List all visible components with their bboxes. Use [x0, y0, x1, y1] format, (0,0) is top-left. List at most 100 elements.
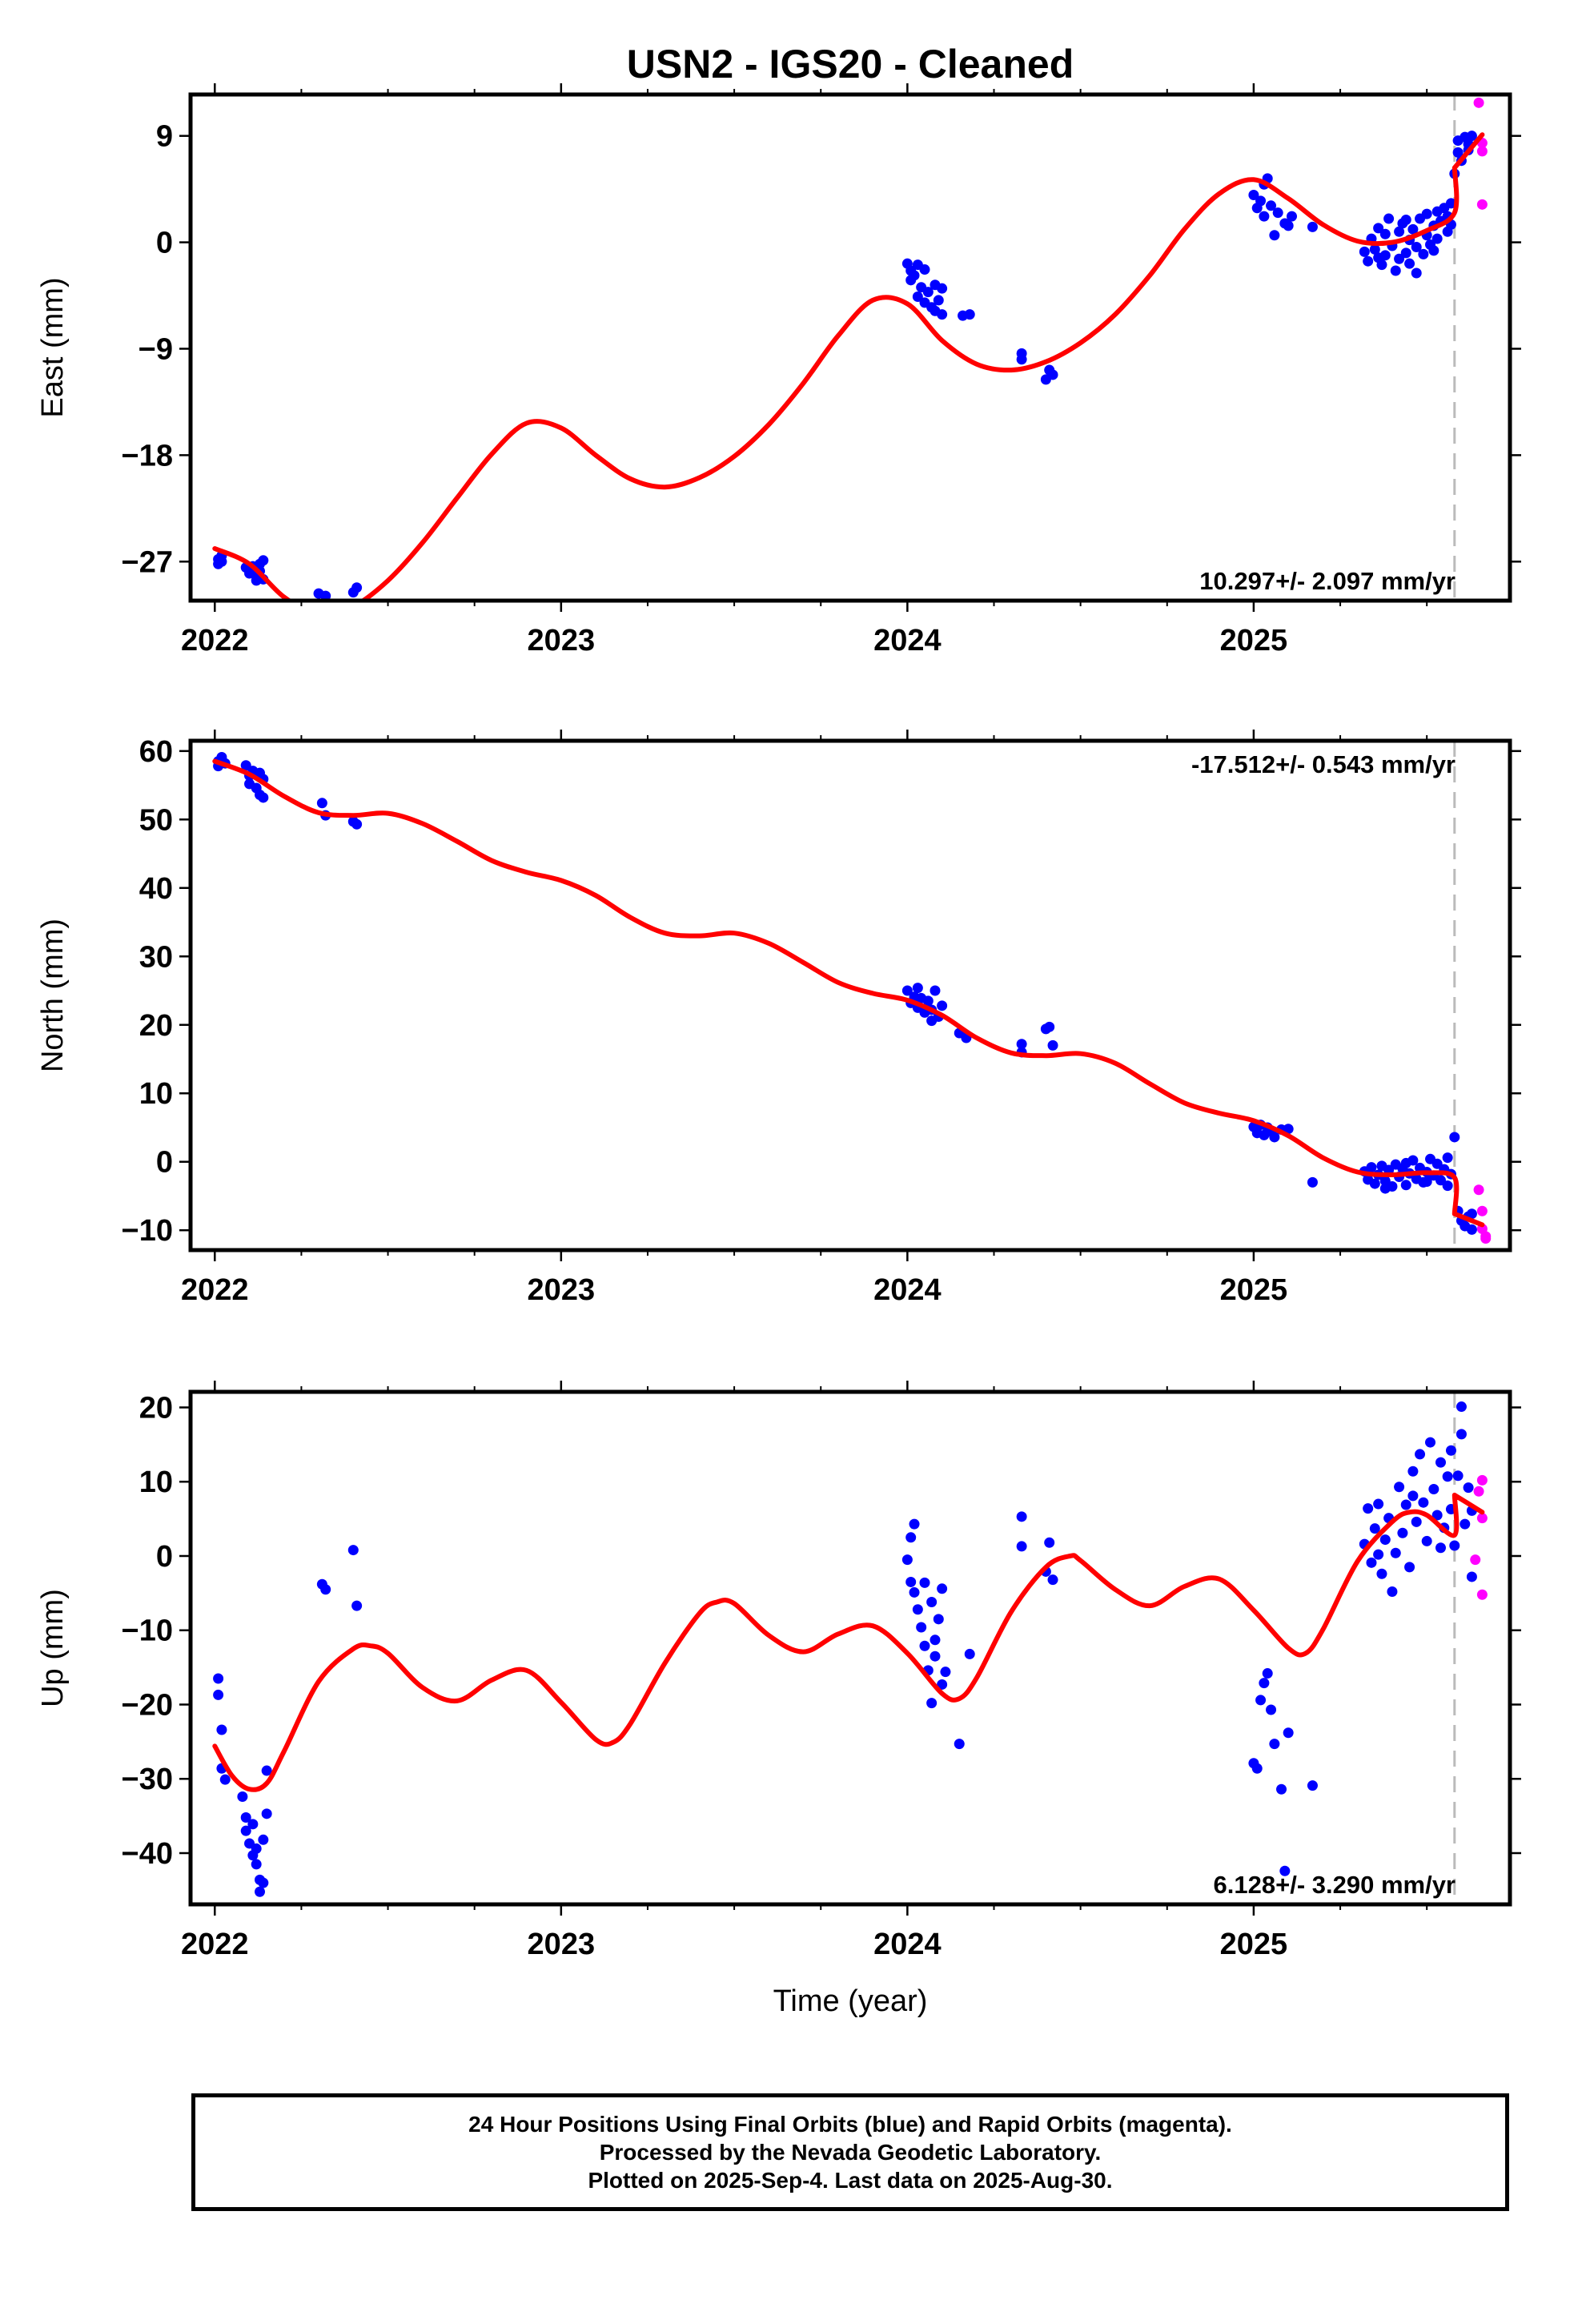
north-final-orbit-point: [1283, 1124, 1294, 1135]
up-x-tick-label: 2023: [528, 1928, 596, 1961]
east-final-orbit-point: [1394, 253, 1405, 264]
up-final-orbit-point: [919, 1577, 930, 1588]
north-model-curve: [212, 758, 1485, 1228]
east-final-orbit-point: [1394, 226, 1405, 237]
north-rate-label: -17.512+/- 0.543 mm/yr: [1191, 750, 1456, 778]
up-final-orbit-point: [905, 1532, 917, 1543]
up-final-orbit-point: [933, 1614, 944, 1625]
up-final-orbit-point: [1442, 1471, 1453, 1482]
up-final-orbit-point: [1373, 1549, 1384, 1560]
up-plot-area: [212, 1392, 1488, 1904]
east-final-orbit-point: [1016, 354, 1027, 365]
north-rapid-orbit-point: [1480, 1232, 1492, 1244]
east-final-orbit-point: [933, 295, 944, 306]
north-final-orbit-point: [1044, 1021, 1055, 1032]
up-final-orbit-point: [1379, 1534, 1391, 1546]
up-final-orbit-point: [940, 1667, 951, 1678]
north-final-orbit-point: [922, 995, 934, 1007]
north-final-orbit-point: [1400, 1180, 1411, 1191]
up-final-orbit-point: [213, 1673, 224, 1684]
east-final-orbit-point: [1373, 223, 1384, 234]
east-rapid-orbit-point: [1476, 146, 1488, 157]
east-final-orbit-point: [1431, 233, 1443, 244]
up-final-orbit-point: [1276, 1783, 1287, 1795]
up-final-orbit-point: [247, 1819, 259, 1830]
north-plot-area: [212, 741, 1492, 1250]
up-final-orbit-point: [1044, 1537, 1055, 1548]
up-final-orbit-point: [351, 1600, 363, 1611]
up-x-tick-label: 2022: [181, 1928, 249, 1961]
up-final-orbit-point: [919, 1640, 930, 1651]
up-y-tick-label: −40: [122, 1837, 173, 1871]
up-final-orbit-point: [1373, 1498, 1384, 1510]
east-final-orbit-point: [912, 292, 923, 303]
up-final-orbit-point: [258, 1834, 269, 1845]
north-x-tick-label: 2023: [528, 1273, 596, 1307]
east-final-orbit-point: [1445, 198, 1456, 209]
up-final-orbit-point: [1411, 1516, 1422, 1527]
up-final-orbit-point: [261, 1808, 272, 1819]
up-final-orbit-point: [1366, 1557, 1377, 1568]
up-final-orbit-point: [926, 1596, 938, 1607]
north-y-tick-label: 40: [139, 872, 173, 906]
east-rate-label: 10.297+/- 2.097 mm/yr: [1199, 567, 1456, 595]
up-x-tick-label: 2025: [1220, 1928, 1288, 1961]
north-x-tick-label: 2024: [873, 1273, 942, 1307]
north-final-orbit-point: [901, 985, 913, 996]
north-y-tick-label: 10: [139, 1077, 173, 1111]
east-final-orbit-point: [320, 590, 331, 601]
up-final-orbit-point: [347, 1545, 359, 1556]
east-final-orbit-point: [1259, 211, 1270, 222]
east-y-axis-label: East (mm): [36, 277, 70, 417]
up-final-orbit-point: [1266, 1704, 1277, 1715]
up-panel: 2022 2023 2024 2025 −40 −30 −20 −10 0 10 20 Up (mm)…: [36, 1381, 1521, 2018]
north-final-orbit-point: [1449, 1132, 1460, 1143]
east-final-orbit-point: [1269, 230, 1280, 241]
north-final-orbit-point: [258, 792, 269, 803]
up-final-orbit-point: [905, 1576, 917, 1587]
north-final-orbit-point: [351, 818, 363, 830]
north-y-tick-label: 0: [156, 1146, 173, 1180]
north-y-tick-label: 50: [139, 803, 173, 837]
up-final-orbit-point: [1428, 1484, 1439, 1495]
caption-line-2: Processed by the Nevada Geodetic Laborat…: [599, 2140, 1102, 2165]
up-final-orbit-point: [1363, 1503, 1374, 1514]
up-final-orbit-point: [1445, 1445, 1456, 1456]
north-y-axis-label: North (mm): [36, 919, 70, 1072]
east-rapid-orbit-point: [1476, 199, 1488, 210]
east-rapid-orbit-point: [1473, 97, 1484, 108]
up-final-orbit-point: [1307, 1780, 1318, 1791]
east-final-orbit-point: [919, 264, 930, 275]
north-y-tick-label: 20: [139, 1009, 173, 1043]
east-final-orbit-point: [1283, 220, 1294, 231]
north-final-orbit-point: [1307, 1176, 1318, 1188]
north-rapid-orbit-point: [1476, 1205, 1488, 1216]
up-final-orbit-point: [1418, 1497, 1429, 1508]
east-final-orbit-point: [1400, 247, 1411, 259]
north-x-tick-label: 2025: [1220, 1273, 1288, 1307]
east-final-orbit-point: [937, 309, 948, 320]
up-final-orbit-point: [1431, 1510, 1443, 1521]
up-model-curve: [212, 1492, 1485, 1792]
north-x-tick-label: 2022: [181, 1273, 249, 1307]
up-final-orbit-point: [1255, 1695, 1267, 1706]
east-final-orbit-point: [1373, 252, 1384, 263]
east-plot-area: [212, 94, 1488, 601]
east-final-orbit-point: [1363, 255, 1374, 267]
up-y-tick-label: −20: [122, 1688, 173, 1722]
east-final-orbit-point: [1466, 131, 1477, 142]
up-final-orbit-point: [1435, 1457, 1446, 1468]
up-final-orbit-point: [954, 1739, 965, 1750]
east-final-orbit-point: [1452, 147, 1464, 158]
up-final-orbit-point: [1262, 1668, 1273, 1679]
up-final-orbit-point: [255, 1886, 266, 1897]
east-final-orbit-point: [1407, 223, 1419, 235]
up-final-orbit-point: [1421, 1535, 1432, 1546]
up-final-orbit-point: [1390, 1547, 1401, 1558]
up-rapid-orbit-point: [1476, 1513, 1488, 1524]
east-final-orbit-point: [1404, 258, 1415, 269]
north-final-orbit-point: [1379, 1183, 1391, 1194]
up-final-orbit-point: [1452, 1470, 1464, 1482]
east-y-tick-label: 0: [156, 227, 173, 260]
